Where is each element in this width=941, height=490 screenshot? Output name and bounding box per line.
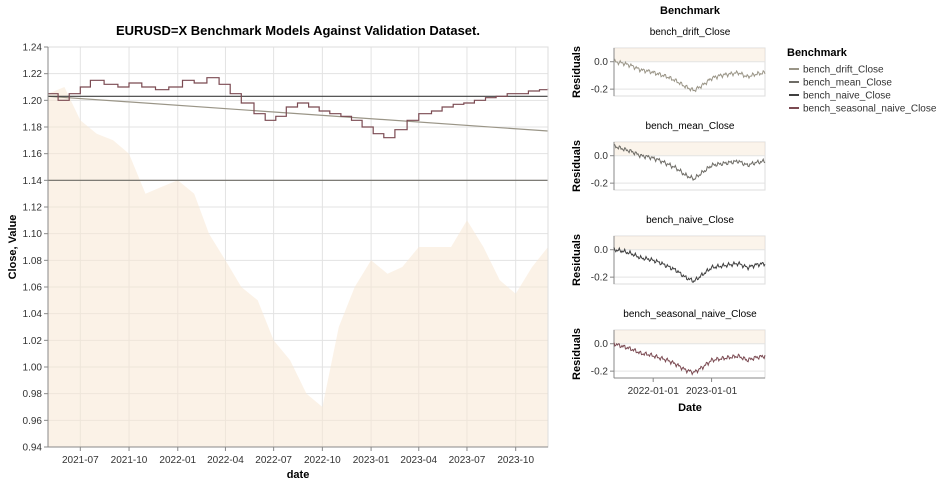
facet-y-tick-label: 0.0	[594, 151, 608, 162]
legend-entry-bench_naive_Close: bench_naive_Close	[789, 91, 891, 102]
legend-entry-bench_mean_Close: bench_mean_Close	[789, 78, 892, 89]
legend-label: bench_mean_Close	[803, 78, 892, 89]
facet-y-tick-label: 0.0	[594, 245, 608, 256]
facet-panel-band	[614, 236, 765, 250]
facet-y-axis-title: Residuals	[571, 234, 583, 286]
facet-y-tick-label: 0.0	[594, 57, 608, 68]
legend-entries: bench_drift_Close bench_mean_Close bench_n…	[789, 65, 937, 115]
facet-residual-line-bench_seasonal_naive_Close	[613, 342, 766, 376]
facet-panel-bench_seasonal_naive_Close: bench_seasonal_naive_Close 0.0 -0.2 Residua…	[571, 309, 766, 397]
main-x-tick-label: 2022-10	[304, 455, 341, 466]
facet-panel-band	[614, 142, 765, 156]
series-line-bench_seasonal_naive_Close	[48, 77, 549, 139]
facet-panel-bench_drift_Close: bench_drift_Close 0.0 -0.2 Residuals	[571, 27, 766, 98]
facet-chart-title: Benchmark	[660, 5, 721, 17]
close-area	[48, 87, 548, 447]
facet-panel-title: bench_mean_Close	[646, 121, 735, 132]
facet-panel-band	[614, 330, 765, 344]
facet-x-axis-title: Date	[678, 402, 702, 414]
main-y-tick-label: 1.00	[23, 363, 43, 374]
main-y-tick-label: 1.12	[23, 203, 43, 214]
main-y-tick-label: 1.06	[23, 283, 43, 294]
main-y-ticks: 0.94 0.96 0.98 1.00 1.02 1.04 1.06 1.08 1.10 1.12…	[23, 43, 48, 454]
facet-panel-title: bench_naive_Close	[646, 215, 734, 226]
legend-label: bench_drift_Close	[803, 65, 884, 76]
facet-x-tick-label: 2022-01-01	[628, 386, 680, 397]
main-area-layer	[48, 87, 548, 447]
main-x-axis-title: date	[287, 469, 310, 481]
main-y-tick-label: 1.04	[23, 309, 43, 320]
main-x-tick-label: 2023-01	[353, 455, 390, 466]
main-y-tick-label: 1.08	[23, 256, 43, 267]
facet-panel-title: bench_seasonal_naive_Close	[623, 309, 757, 320]
facet-y-axis-title: Residuals	[571, 140, 583, 192]
facet-y-tick-label: -0.2	[591, 179, 609, 190]
main-y-tick-label: 0.94	[23, 443, 43, 454]
legend-label: bench_naive_Close	[803, 91, 891, 102]
legend-label: bench_seasonal_naive_Close	[803, 104, 937, 115]
main-y-tick-label: 1.24	[23, 43, 43, 54]
facet-residual-line-bench_drift_Close	[613, 58, 766, 93]
legend-entry-bench_drift_Close: bench_drift_Close	[789, 65, 884, 76]
main-y-tick-label: 1.02	[23, 336, 43, 347]
main-lines-layer	[47, 77, 549, 181]
main-x-tick-label: 2023-04	[400, 455, 437, 466]
facet-y-tick-label: 0.0	[594, 339, 608, 350]
legend-entry-bench_seasonal_naive_Close: bench_seasonal_naive_Close	[789, 104, 937, 115]
main-y-tick-label: 1.16	[23, 149, 43, 160]
main-x-tick-label: 2023-10	[497, 455, 534, 466]
facet-panel-frame	[613, 47, 766, 97]
main-x-ticks: 2021-07 2021-10 2022-01 2022-04 2022-07 2022-…	[62, 447, 534, 466]
main-y-tick-label: 0.98	[23, 389, 43, 400]
facet-panels: bench_drift_Close0.0-0.2Residualsbench_m…	[571, 27, 766, 397]
facet-x-tick-label: 2023-01-01	[686, 386, 738, 397]
main-chart-title: EURUSD=X Benchmark Models Against Valida…	[116, 23, 480, 38]
facet-panel-band	[614, 48, 765, 62]
series-line-bench_drift_Close	[47, 95, 549, 132]
facet-panel-frame	[613, 235, 766, 285]
facet-panel-frame	[613, 141, 766, 191]
main-y-tick-label: 1.10	[23, 229, 43, 240]
main-x-tick-label: 2023-07	[449, 455, 486, 466]
facet-chart: Benchmark bench_drift_Close 0.0 -0.2 Residu…	[571, 5, 766, 414]
facet-y-tick-label: -0.2	[591, 273, 609, 284]
facet-y-axis-title: Residuals	[571, 328, 583, 380]
facet-residual-line-bench_naive_Close	[613, 246, 766, 283]
main-x-tick-label: 2022-01	[159, 455, 196, 466]
facet-panel-bench_naive_Close: bench_naive_Close 0.0 -0.2 Residuals	[571, 215, 766, 286]
facet-residual-line-bench_mean_Close	[613, 143, 766, 182]
main-x-tick-label: 2021-10	[111, 455, 148, 466]
main-y-axis-title: Close, Value	[7, 215, 19, 280]
legend-title: Benchmark	[787, 47, 848, 59]
main-x-tick-label: 2021-07	[62, 455, 99, 466]
main-y-tick-label: 1.18	[23, 123, 43, 134]
facet-y-tick-label: -0.2	[591, 85, 609, 96]
facet-y-tick-label: -0.2	[591, 367, 609, 378]
facet-panel-title: bench_drift_Close	[650, 27, 731, 38]
main-y-tick-label: 1.22	[23, 69, 43, 80]
main-y-tick-label: 0.96	[23, 416, 43, 427]
main-y-tick-label: 1.20	[23, 96, 43, 107]
legend: Benchmark bench_drift_Close bench_mean_Cl…	[787, 47, 937, 115]
main-x-tick-label: 2022-07	[255, 455, 292, 466]
main-x-tick-label: 2022-04	[207, 455, 244, 466]
facet-panel-bench_mean_Close: bench_mean_Close 0.0 -0.2 Residuals	[571, 121, 766, 192]
main-y-tick-label: 1.14	[23, 176, 43, 187]
facet-y-axis-title: Residuals	[571, 46, 583, 98]
main-chart: EURUSD=X Benchmark Models Against Valida…	[7, 23, 549, 481]
